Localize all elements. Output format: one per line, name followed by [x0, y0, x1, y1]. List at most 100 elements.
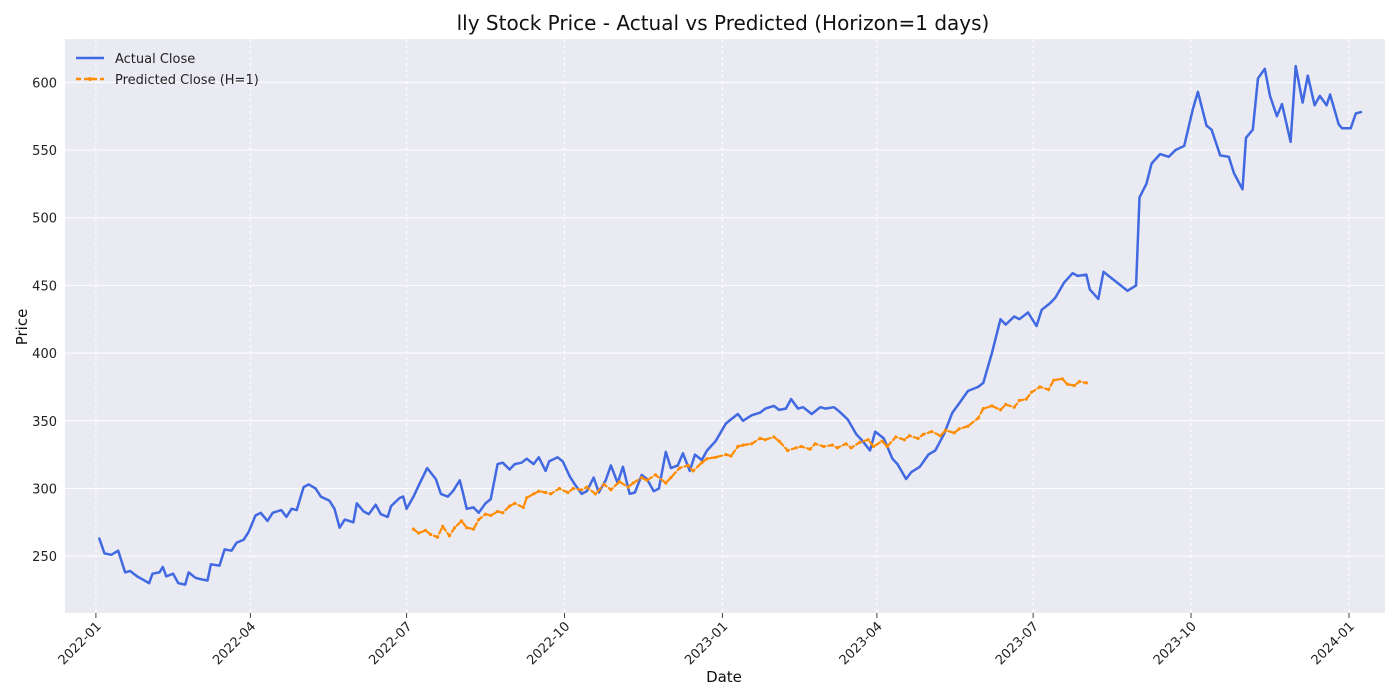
series-point-1 — [412, 528, 415, 531]
series-point-1 — [930, 430, 933, 433]
series-point-1 — [532, 492, 535, 495]
series-point-1 — [1025, 398, 1028, 401]
series-point-1 — [778, 440, 781, 443]
series-point-1 — [881, 440, 884, 443]
y-tick-label: 350 — [32, 415, 57, 430]
series-point-1 — [460, 519, 463, 522]
series-point-1 — [640, 476, 643, 479]
x-tick-label: 2022-04 — [210, 619, 259, 668]
series-point-1 — [513, 502, 516, 505]
y-tick-label: 300 — [32, 482, 57, 497]
x-tick-label: 2022-07 — [366, 619, 415, 668]
series-point-1 — [1030, 391, 1033, 394]
series-point-1 — [944, 429, 947, 432]
series-point-1 — [705, 457, 708, 460]
y-tick-label: 400 — [32, 347, 57, 362]
y-axis-label: Price — [13, 309, 31, 346]
series-point-1 — [953, 431, 956, 434]
series-point-1 — [700, 461, 703, 464]
series-point-1 — [453, 526, 456, 529]
series-point-1 — [609, 488, 612, 491]
series-point-1 — [714, 456, 717, 459]
series-point-1 — [872, 445, 875, 448]
series-point-1 — [1013, 406, 1016, 409]
series-point-1 — [508, 505, 511, 508]
series-point-1 — [814, 442, 817, 445]
x-axis-label: Date — [706, 668, 742, 686]
series-point-1 — [836, 446, 839, 449]
series-point-1 — [602, 483, 605, 486]
series-point-1 — [958, 427, 961, 430]
series-point-1 — [477, 518, 480, 521]
series-point-1 — [831, 444, 834, 447]
series-point-1 — [1061, 377, 1064, 380]
x-tick-label: 2022-01 — [56, 619, 105, 668]
series-point-1 — [990, 404, 993, 407]
series-point-1 — [645, 479, 648, 482]
series-point-1 — [417, 532, 420, 535]
y-tick-label: 550 — [32, 144, 57, 159]
series-point-1 — [772, 435, 775, 438]
series-point-1 — [729, 454, 732, 457]
legend-label-0: Actual Close — [115, 52, 195, 67]
series-point-1 — [1038, 385, 1041, 388]
series-point-1 — [741, 444, 744, 447]
y-axis-ticks: 250 300 350 400 450 500 550 600 — [32, 76, 57, 565]
series-point-1 — [844, 442, 847, 445]
series-point-1 — [465, 526, 468, 529]
series-point-1 — [800, 445, 803, 448]
x-tick-label: 2023-07 — [993, 619, 1042, 668]
x-tick-label: 2023-01 — [682, 619, 731, 668]
series-point-1 — [736, 445, 739, 448]
series-point-1 — [436, 536, 439, 539]
x-axis-ticks: 2022-01 2022-04 2022-07 2022-10 2023-01 2023-… — [56, 613, 1358, 668]
series-point-1 — [759, 437, 762, 440]
series-point-1 — [558, 487, 561, 490]
series-point-1 — [795, 446, 798, 449]
series-point-1 — [922, 433, 925, 436]
series-point-1 — [966, 425, 969, 428]
series-point-1 — [724, 453, 727, 456]
chart-title: lly Stock Price - Actual vs Predicted (H… — [457, 11, 990, 35]
series-point-1 — [1052, 379, 1055, 382]
series-point-1 — [867, 438, 870, 441]
series-point-1 — [764, 438, 767, 441]
series-point-1 — [429, 533, 432, 536]
series-point-1 — [549, 492, 552, 495]
series-point-1 — [618, 480, 621, 483]
series-point-1 — [858, 441, 861, 444]
series-point-1 — [1066, 383, 1069, 386]
series-point-1 — [501, 511, 504, 514]
series-point-1 — [982, 407, 985, 410]
x-tick-label: 2023-10 — [1151, 619, 1200, 668]
x-tick-label: 2022-10 — [524, 619, 573, 668]
series-point-1 — [894, 435, 897, 438]
series-point-1 — [522, 506, 525, 509]
legend-label-1: Predicted Close (H=1) — [115, 73, 259, 88]
series-point-1 — [484, 513, 487, 516]
series-point-1 — [886, 445, 889, 448]
series-point-1 — [687, 464, 690, 467]
series-point-1 — [1078, 380, 1081, 383]
x-tick-label: 2023-04 — [837, 619, 886, 668]
y-tick-label: 450 — [32, 279, 57, 294]
series-point-1 — [448, 534, 451, 537]
series-point-1 — [525, 496, 528, 499]
series-point-1 — [632, 481, 635, 484]
series-point-1 — [654, 473, 657, 476]
series-point-1 — [939, 434, 942, 437]
series-point-1 — [566, 491, 569, 494]
y-tick-label: 250 — [32, 550, 57, 565]
series-point-1 — [903, 438, 906, 441]
series-point-1 — [489, 514, 492, 517]
series-point-1 — [626, 486, 629, 489]
series-point-1 — [1085, 381, 1088, 384]
series-point-1 — [472, 528, 475, 531]
series-point-1 — [594, 492, 597, 495]
series-point-1 — [850, 446, 853, 449]
series-point-1 — [917, 437, 920, 440]
series-point-1 — [1073, 384, 1076, 387]
series-point-1 — [1004, 403, 1007, 406]
x-tick-label: 2024-01 — [1309, 619, 1358, 668]
